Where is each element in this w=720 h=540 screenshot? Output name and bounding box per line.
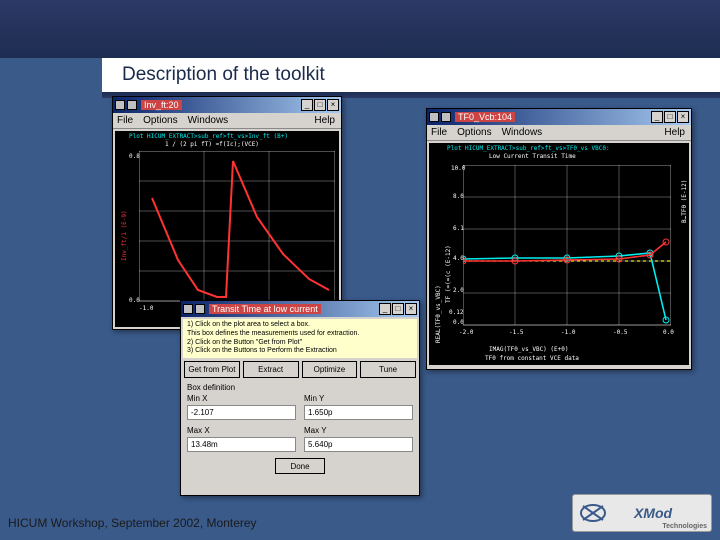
minimize-icon[interactable]: _ — [301, 99, 313, 111]
ytick: 8.0 — [453, 193, 464, 200]
minx-label: Min X — [187, 394, 296, 403]
window-menubar: File Options Windows Help — [427, 125, 691, 141]
maxx-input[interactable]: 13.48m — [187, 437, 296, 452]
plot-subtitle: 1 / (2 pi fT) =f(Ic);(VCE) — [165, 141, 259, 148]
get-from-plot-button[interactable]: Get from Plot — [184, 361, 240, 378]
ytick: 6.1 — [453, 225, 464, 232]
window-tf0-vcb: TF0_Vcb:104 _ □ × File Options Windows H… — [426, 108, 692, 370]
logo-subtext: Technologies — [662, 523, 707, 530]
tip-line: This box defines the measurements used f… — [187, 330, 413, 339]
window-title: Inv_ft:20 — [141, 100, 182, 110]
xtick: -1.0 — [561, 329, 575, 336]
window-icon — [115, 100, 125, 110]
maxy-input[interactable]: 5.640p — [304, 437, 413, 452]
plot-ylabel-left: REAL(TF0_vs_VBC) — [435, 285, 442, 343]
tip-line: 1) Click on the plot area to select a bo… — [187, 321, 413, 330]
tip-line: 3) Click on the Buttons to Perform the E… — [187, 347, 413, 356]
ytick: 4.0 — [453, 255, 464, 262]
window-titlebar[interactable]: Inv_ft:20 _ □ × — [113, 97, 341, 113]
xtick: -1.0 — [139, 305, 153, 312]
menu-help[interactable]: Help — [314, 115, 335, 126]
slide-topbar — [0, 0, 720, 58]
logo-swoosh-icon — [579, 502, 607, 524]
menu-options[interactable]: Options — [457, 127, 491, 138]
minx-input[interactable]: -2.107 — [187, 405, 296, 420]
window-icon — [441, 112, 451, 122]
window-menubar: File Options Windows Help — [113, 113, 341, 129]
plot-ylabel: Inv_ft/1 (E-9) — [121, 210, 128, 261]
miny-label: Min Y — [304, 394, 413, 403]
logo: XMod Technologies — [572, 494, 712, 532]
ytick: 0.12 — [449, 309, 463, 316]
slide-title: Description of the toolkit — [102, 58, 720, 92]
close-icon[interactable]: × — [327, 99, 339, 111]
window-titlebar[interactable]: TF0_Vcb:104 _ □ × — [427, 109, 691, 125]
maximize-icon[interactable]: □ — [392, 303, 404, 315]
plot-ylabel-right: B…TF0 (E-12) — [681, 180, 688, 223]
slide-left-column — [0, 58, 102, 540]
xtick: -2.0 — [459, 329, 473, 336]
done-button[interactable]: Done — [275, 458, 325, 474]
maximize-icon[interactable]: □ — [664, 111, 676, 123]
maximize-icon[interactable]: □ — [314, 99, 326, 111]
maxx-label: Max X — [187, 426, 296, 435]
maxy-label: Max Y — [304, 426, 413, 435]
ytick: 0.0 — [453, 319, 464, 326]
ytick: 2.0 — [453, 287, 464, 294]
menu-file[interactable]: File — [117, 115, 133, 126]
extract-button[interactable]: Extract — [243, 361, 299, 378]
window-icon — [127, 100, 137, 110]
dialog-transit-time: Transit Time at low current _ □ × 1) Cli… — [180, 300, 420, 496]
plot-caption1: IMAG(TF0_vs_VBC) (E+0) — [489, 346, 568, 353]
window-title: TF0_Vcb:104 — [455, 112, 515, 122]
section-label: Box definition — [181, 381, 419, 394]
close-icon[interactable]: × — [405, 303, 417, 315]
window-icon — [195, 304, 205, 314]
optimize-button[interactable]: Optimize — [302, 361, 358, 378]
ytick: 0.8 — [129, 153, 140, 160]
tip-line: 2) Click on the Button "Get from Plot" — [187, 339, 413, 348]
menu-windows[interactable]: Windows — [502, 127, 543, 138]
window-icon — [183, 304, 193, 314]
plot-ylabel2: TF (=(=(c (E-12) — [445, 245, 452, 303]
dialog-button-row: Get from Plot Extract Optimize Tune — [184, 361, 416, 378]
menu-help[interactable]: Help — [664, 127, 685, 138]
plot-svg — [139, 151, 335, 319]
ytick: 0.0 — [129, 297, 140, 304]
dialog-tip: 1) Click on the plot area to select a bo… — [183, 319, 417, 358]
plot-caption2: TF0 from constant VCE data — [485, 355, 579, 362]
menu-file[interactable]: File — [431, 127, 447, 138]
plot-title: Plot HICUM_EXTRACT>sub_ref>ft_vs>Inv_ft … — [129, 133, 288, 140]
menu-options[interactable]: Options — [143, 115, 177, 126]
minimize-icon[interactable]: _ — [651, 111, 663, 123]
tune-button[interactable]: Tune — [360, 361, 416, 378]
dialog-title: Transit Time at low current — [209, 304, 321, 314]
close-icon[interactable]: × — [677, 111, 689, 123]
plot-subtitle: Low Current Transit Time — [489, 153, 576, 160]
ytick: 10.0 — [451, 165, 465, 172]
plot-inv-ft[interactable]: Plot HICUM_EXTRACT>sub_ref>ft_vs>Inv_ft … — [115, 131, 339, 327]
window-icon — [429, 112, 439, 122]
window-inv-ft: Inv_ft:20 _ □ × File Options Windows Hel… — [112, 96, 342, 330]
plot-svg — [463, 165, 671, 343]
xtick: -0.5 — [613, 329, 627, 336]
window-titlebar[interactable]: Transit Time at low current _ □ × — [181, 301, 419, 317]
plot-title: Plot HICUM_EXTRACT>sub_ref>ft_vs>TF0_vs … — [447, 145, 610, 152]
menu-windows[interactable]: Windows — [188, 115, 229, 126]
plot-tf0[interactable]: Plot HICUM_EXTRACT>sub_ref>ft_vs>TF0_vs … — [429, 143, 689, 365]
slide-footer: HICUM Workshop, September 2002, Monterey — [8, 516, 257, 530]
xtick: -1.5 — [509, 329, 523, 336]
minimize-icon[interactable]: _ — [379, 303, 391, 315]
xtick: 0.0 — [663, 329, 674, 336]
logo-text: XMod — [634, 505, 672, 521]
miny-input[interactable]: 1.650p — [304, 405, 413, 420]
